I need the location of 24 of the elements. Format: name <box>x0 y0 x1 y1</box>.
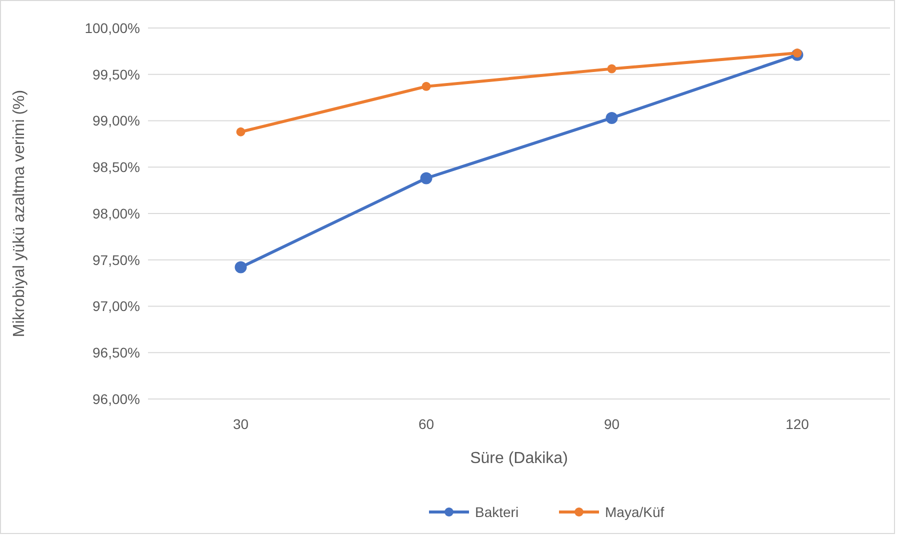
x-tick-label: 30 <box>232 416 249 432</box>
x-tick-label: 120 <box>786 416 810 432</box>
y-axis-title: Mikrobiyal yükü azaltma verimi (%) <box>11 90 28 338</box>
y-tick-label: 99,00% <box>92 112 140 129</box>
point <box>606 112 618 124</box>
point <box>607 64 616 74</box>
legend-label: Bakteri <box>475 504 519 520</box>
point <box>420 172 432 184</box>
legend-label: Maya/Küf <box>605 504 664 520</box>
y-tick-label: 98,00% <box>92 205 140 222</box>
y-tick-label: 100,00% <box>84 20 140 36</box>
y-tick-label: 97,50% <box>92 252 140 268</box>
y-tick-label: 99,50% <box>92 66 140 82</box>
point <box>422 82 431 91</box>
x-tick-label: 90 <box>604 416 620 432</box>
y-tick-label: 98,50% <box>92 159 140 176</box>
y-tick-label: 96,00% <box>92 390 140 407</box>
point <box>792 48 802 58</box>
x-tick-label: 60 <box>418 416 434 432</box>
point <box>234 261 247 274</box>
y-tick-label: 96,50% <box>92 344 140 361</box>
y-tick-label: 97,00% <box>92 298 140 314</box>
point <box>236 127 246 136</box>
x-axis-title: Süre (Dakika) <box>470 450 568 467</box>
